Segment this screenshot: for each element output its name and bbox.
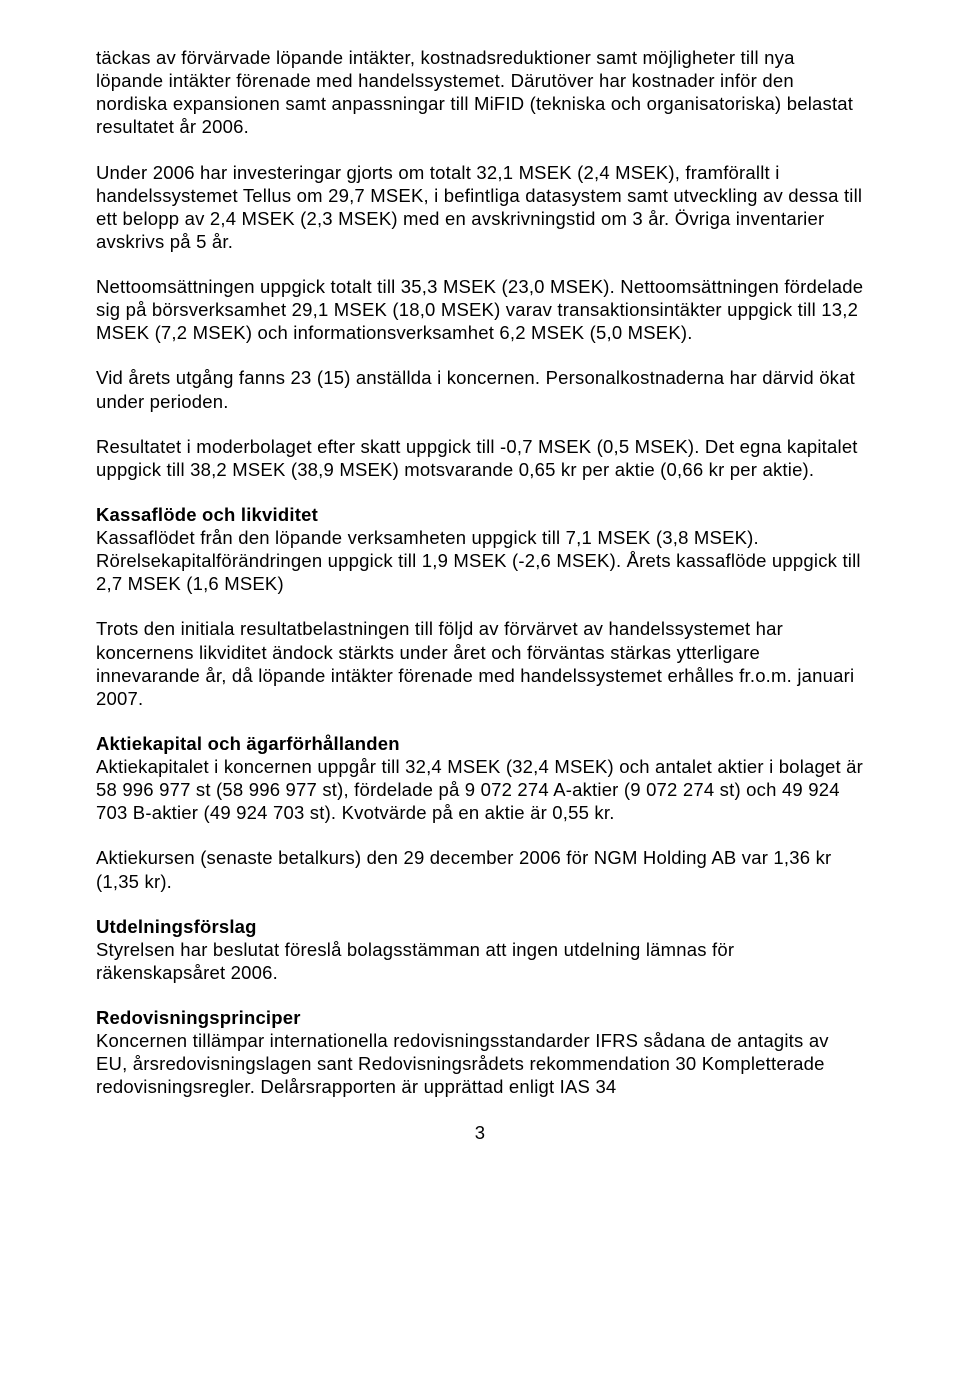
section-heading-aktiekapital: Aktiekapital och ägarförhållanden xyxy=(96,732,864,755)
paragraph-text: Nettoomsättningen uppgick totalt till 35… xyxy=(96,276,863,343)
paragraph-11: Redovisningsprinciper Koncernen tillämpa… xyxy=(96,1006,864,1099)
paragraph-1: täckas av förvärvade löpande intäkter, k… xyxy=(96,46,864,139)
paragraph-text: Kassaflödet från den löpande verksamhete… xyxy=(96,527,861,594)
paragraph-3: Nettoomsättningen uppgick totalt till 35… xyxy=(96,275,864,344)
page-number: 3 xyxy=(96,1121,864,1144)
paragraph-9: Aktiekursen (senaste betalkurs) den 29 d… xyxy=(96,846,864,892)
paragraph-4: Vid årets utgång fanns 23 (15) anställda… xyxy=(96,366,864,412)
paragraph-text: Trots den initiala resultatbelastningen … xyxy=(96,618,854,708)
paragraph-text: Resultatet i moderbolaget efter skatt up… xyxy=(96,436,858,480)
paragraph-2: Under 2006 har investeringar gjorts om t… xyxy=(96,161,864,254)
paragraph-6: Kassaflöde och likviditet Kassaflödet fr… xyxy=(96,503,864,596)
paragraph-5: Resultatet i moderbolaget efter skatt up… xyxy=(96,435,864,481)
paragraph-text: Under 2006 har investeringar gjorts om t… xyxy=(96,162,862,252)
paragraph-7: Trots den initiala resultatbelastningen … xyxy=(96,617,864,710)
paragraph-text: Styrelsen har beslutat föreslå bolagsstä… xyxy=(96,939,734,983)
paragraph-text: Aktiekursen (senaste betalkurs) den 29 d… xyxy=(96,847,831,891)
paragraph-8: Aktiekapital och ägarförhållanden Aktiek… xyxy=(96,732,864,825)
paragraph-text: Vid årets utgång fanns 23 (15) anställda… xyxy=(96,367,855,411)
paragraph-text: Aktiekapitalet i koncernen uppgår till 3… xyxy=(96,756,863,823)
paragraph-text: Koncernen tillämpar internationella redo… xyxy=(96,1030,829,1097)
section-heading-redovisning: Redovisningsprinciper xyxy=(96,1006,864,1029)
paragraph-text: täckas av förvärvade löpande intäkter, k… xyxy=(96,47,853,137)
section-heading-utdelning: Utdelningsförslag xyxy=(96,915,864,938)
section-heading-kassaflode: Kassaflöde och likviditet xyxy=(96,503,864,526)
paragraph-10: Utdelningsförslag Styrelsen har beslutat… xyxy=(96,915,864,984)
